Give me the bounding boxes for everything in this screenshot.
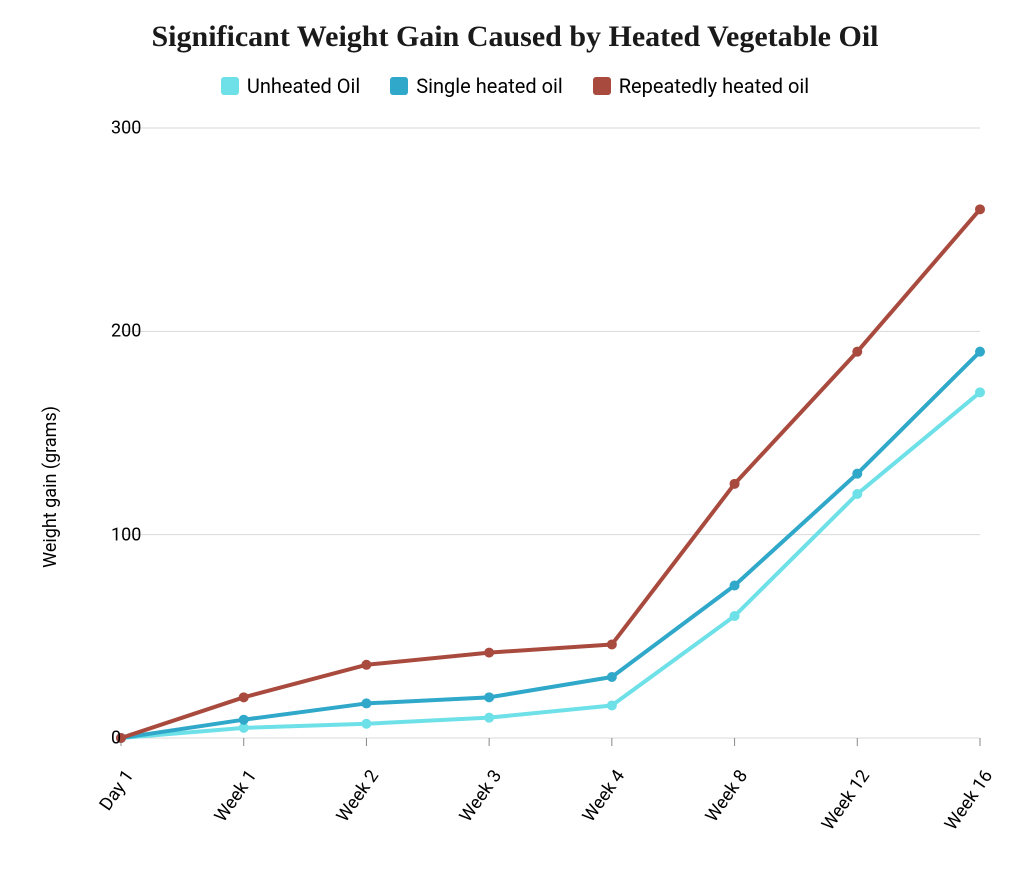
chart-title: Significant Weight Gain Caused by Heated… bbox=[30, 20, 1000, 54]
plot-wrap: 0 100 200 300 Day 1 Week 1 Week 2 Week 3 Week 4… bbox=[61, 118, 1000, 856]
x-tick-label: Week 2 bbox=[333, 766, 384, 826]
x-axis-labels: Day 1 Week 1 Week 2 Week 3 Week 4 Week 8 Week … bbox=[61, 766, 1000, 856]
line-chart-svg bbox=[61, 118, 1000, 758]
legend-item: Repeatedly heated oil bbox=[593, 74, 809, 98]
y-tick-label: 200 bbox=[111, 321, 121, 342]
y-tick-label: 300 bbox=[111, 118, 121, 139]
legend: Unheated Oil Single heated oil Repeatedly … bbox=[30, 74, 1000, 98]
chart-area: Weight gain (grams) 0 100 200 300 Day 1 Week… bbox=[30, 118, 1000, 856]
x-tick-label: Day 1 bbox=[95, 766, 138, 815]
legend-label: Unheated Oil bbox=[247, 74, 360, 98]
legend-label: Single heated oil bbox=[416, 74, 562, 98]
y-tick-label: 0 bbox=[111, 728, 121, 749]
legend-item: Unheated Oil bbox=[221, 74, 360, 98]
legend-label: Repeatedly heated oil bbox=[619, 74, 809, 98]
x-tick-label: Week 4 bbox=[578, 766, 629, 826]
x-tick-label: Week 1 bbox=[210, 766, 261, 826]
legend-swatch bbox=[593, 77, 611, 95]
legend-swatch bbox=[390, 77, 408, 95]
x-tick-label: Week 16 bbox=[941, 766, 998, 834]
x-tick-label: Week 3 bbox=[456, 766, 507, 826]
legend-swatch bbox=[221, 77, 239, 95]
y-axis-label: Weight gain (grams) bbox=[30, 406, 61, 568]
plot: 0 100 200 300 bbox=[61, 118, 1000, 758]
x-tick-label: Week 12 bbox=[818, 766, 875, 834]
legend-item: Single heated oil bbox=[390, 74, 562, 98]
x-tick-label: Week 8 bbox=[701, 766, 752, 826]
y-tick-label: 100 bbox=[111, 524, 121, 545]
